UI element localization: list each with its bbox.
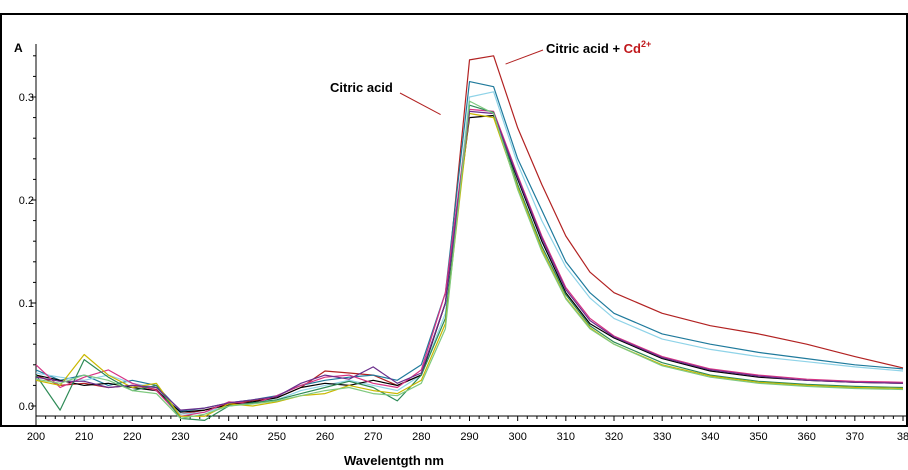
y-tick-label: 0.3: [19, 92, 34, 104]
annotation-text: Citric acid +: [546, 41, 624, 56]
annotation-leader-line: [399, 92, 441, 115]
x-tick-label: 230: [171, 431, 189, 443]
x-tick-label: 370: [846, 431, 864, 443]
x-tick-label: 38: [897, 431, 908, 443]
x-tick-label: 310: [557, 431, 575, 443]
annotation-ion: Cd: [624, 41, 641, 56]
x-tick-label: 200: [27, 431, 45, 443]
series-line-4: [35, 114, 904, 413]
y-tick-label: 0.0: [19, 401, 34, 413]
x-tick-label: 330: [653, 431, 671, 443]
annotation-citric-acid-cd: Citric acid + Cd2+: [546, 39, 651, 56]
x-tick-label: 210: [75, 431, 93, 443]
x-tick-label: 300: [508, 431, 526, 443]
series-line-6: [35, 104, 904, 421]
x-tick-label: 240: [219, 431, 237, 443]
x-tick-label: 360: [797, 431, 815, 443]
y-axis: 0.0 0.1 0.2 0.3: [19, 44, 37, 426]
series-line-8: [35, 110, 904, 411]
series-line-5: [35, 108, 904, 417]
x-tick-label: 220: [123, 431, 141, 443]
series-line-2: [35, 80, 904, 412]
chart-frame: [0, 13, 908, 427]
x-tick-label: 250: [268, 431, 286, 443]
series-line-9: [35, 100, 904, 419]
x-tick-label: 280: [412, 431, 430, 443]
series-group: [35, 55, 904, 421]
x-tick-label: 290: [460, 431, 478, 443]
x-tick-label: 340: [701, 431, 719, 443]
x-tick-label: 260: [316, 431, 334, 443]
annotation-charge: 2+: [641, 39, 651, 49]
series-line-3: [35, 91, 904, 415]
x-tick-label: 320: [605, 431, 623, 443]
annotations: Citric acid Citric acid + Cd2+: [330, 39, 651, 115]
series-line-7: [35, 112, 904, 417]
x-tick-label: 350: [749, 431, 767, 443]
y-axis-label: A: [14, 41, 23, 55]
annotation-leader-line: [505, 49, 544, 65]
annotation-citric-acid: Citric acid: [330, 80, 393, 95]
y-tick-label: 0.2: [19, 195, 34, 207]
x-axis-label: Wavelentgth nm: [344, 453, 444, 468]
y-tick-label: 0.1: [19, 298, 34, 310]
x-axis: 200 210 220 230 240 250 260 270 280 290 300 310 320 3…: [27, 415, 908, 443]
x-tick-label: 270: [364, 431, 382, 443]
